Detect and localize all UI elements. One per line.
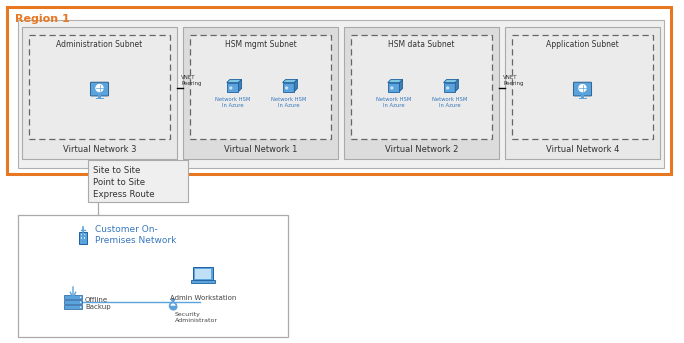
FancyBboxPatch shape [573, 82, 592, 96]
Polygon shape [456, 80, 458, 92]
Text: Customer On-
Premises Network: Customer On- Premises Network [95, 225, 176, 245]
Text: VNET
Peering: VNET Peering [503, 75, 523, 86]
Circle shape [391, 86, 393, 90]
Bar [7, 7, 671, 174]
Bar [227, 83, 239, 92]
Bar [351, 35, 492, 139]
Bar [282, 83, 294, 92]
Text: Site to Site
Point to Site
Express Route: Site to Site Point to Site Express Route [93, 166, 155, 199]
Text: Network HSM
In Azure: Network HSM In Azure [271, 97, 306, 108]
Bar [581, 95, 583, 98]
Bar [388, 83, 399, 92]
Bar [18, 215, 288, 337]
Text: Network HSM
In Azure: Network HSM In Azure [215, 97, 250, 108]
Text: Security
Administrator: Security Administrator [175, 312, 218, 323]
Bar [443, 83, 456, 92]
Bar [84, 234, 86, 235]
Circle shape [229, 86, 233, 90]
Text: Virtual Network 1: Virtual Network 1 [224, 145, 297, 154]
Text: Network HSM
In Azure: Network HSM In Azure [432, 97, 467, 108]
Bar [512, 35, 653, 139]
Bar [18, 20, 664, 168]
Bar [79, 232, 87, 244]
Circle shape [579, 85, 586, 92]
Text: Application Subnet: Application Subnet [546, 40, 619, 49]
Text: Virtual Network 4: Virtual Network 4 [546, 145, 619, 154]
FancyBboxPatch shape [90, 82, 109, 96]
Text: Region 1: Region 1 [15, 14, 70, 24]
Bar [344, 27, 499, 159]
Polygon shape [399, 80, 403, 92]
Bar [64, 300, 82, 304]
Circle shape [446, 86, 449, 90]
Bar [194, 267, 213, 280]
Bar [64, 295, 82, 299]
Text: HSM data Subnet: HSM data Subnet [389, 40, 455, 49]
Polygon shape [227, 80, 241, 83]
Text: Administration Subnet: Administration Subnet [56, 40, 143, 49]
Bar [192, 280, 215, 283]
Polygon shape [282, 80, 298, 83]
Polygon shape [443, 80, 458, 83]
Text: HSM mgmt Subnet: HSM mgmt Subnet [224, 40, 296, 49]
Circle shape [80, 301, 81, 303]
Bar [88, 160, 188, 202]
Bar [190, 35, 331, 139]
Polygon shape [294, 80, 298, 92]
Circle shape [96, 85, 103, 92]
Circle shape [80, 297, 81, 298]
Text: Virtual Network 3: Virtual Network 3 [63, 145, 136, 154]
Bar [505, 27, 660, 159]
Circle shape [80, 306, 81, 308]
Text: VNET
Peering: VNET Peering [181, 75, 202, 86]
Polygon shape [239, 80, 241, 92]
Bar [22, 27, 177, 159]
Circle shape [285, 86, 288, 90]
Bar [195, 269, 211, 279]
Bar [29, 35, 170, 139]
Circle shape [171, 298, 175, 302]
Bar [64, 305, 82, 309]
Bar [183, 27, 338, 159]
Text: Virtual Network 2: Virtual Network 2 [385, 145, 458, 154]
Bar [81, 237, 82, 239]
Bar [96, 98, 103, 99]
Text: Offline
Backup: Offline Backup [85, 297, 111, 310]
Bar [84, 237, 86, 239]
Text: Admin Workstation: Admin Workstation [170, 295, 236, 301]
Bar [579, 98, 586, 99]
Bar [81, 234, 82, 235]
Text: Network HSM
In Azure: Network HSM In Azure [376, 97, 411, 108]
Bar [98, 95, 101, 98]
Polygon shape [388, 80, 403, 83]
